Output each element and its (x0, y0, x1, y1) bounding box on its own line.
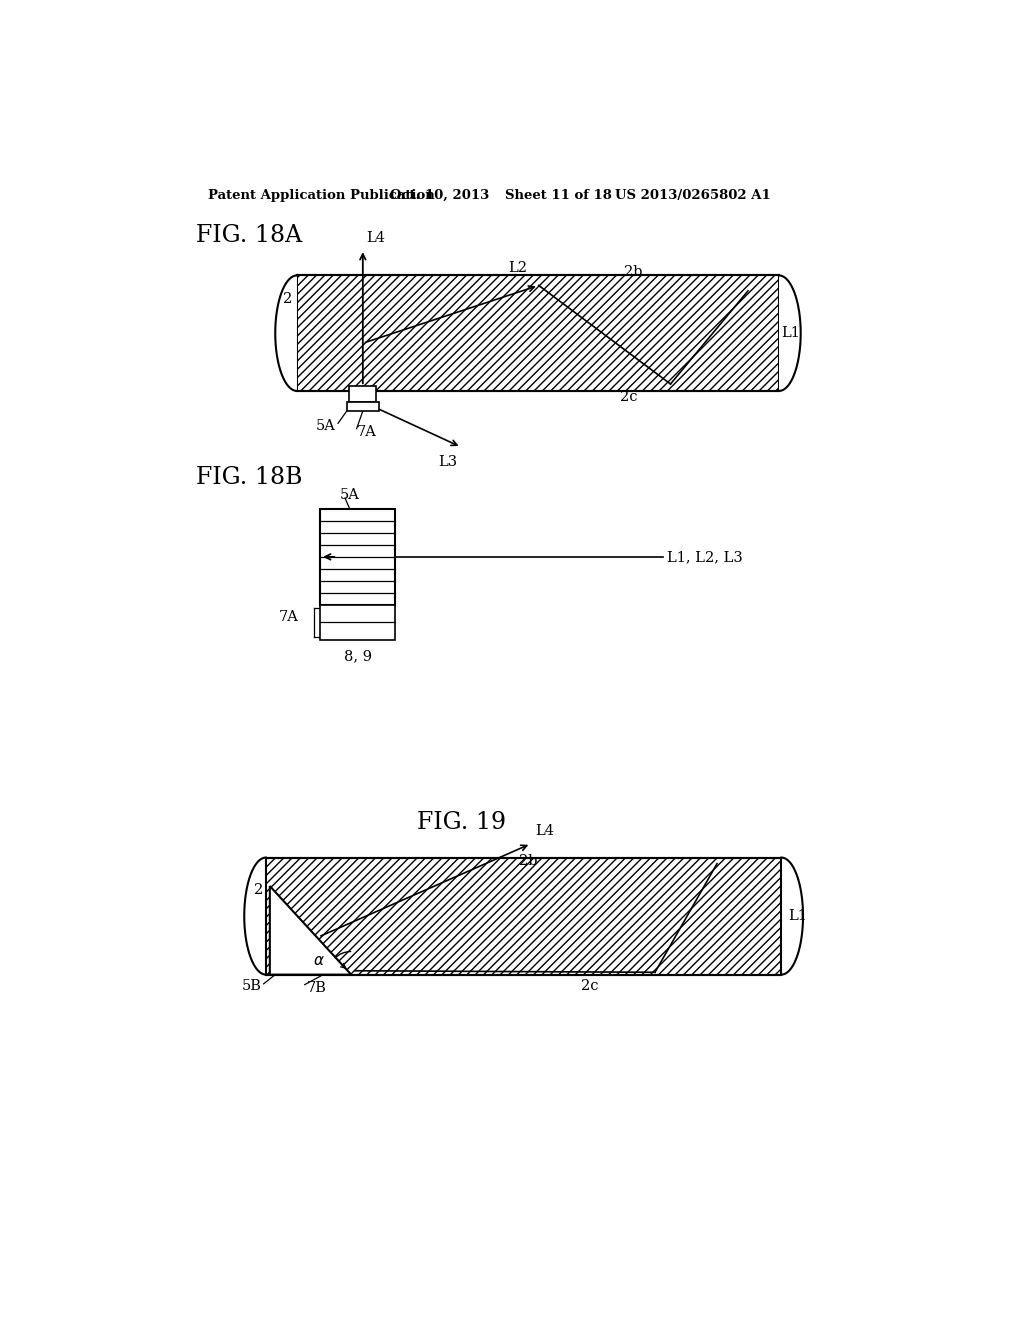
Text: FIG. 18A: FIG. 18A (197, 224, 302, 247)
Text: 5A: 5A (315, 420, 336, 433)
Text: 8, 9: 8, 9 (344, 649, 372, 664)
Text: US 2013/0265802 A1: US 2013/0265802 A1 (614, 189, 770, 202)
Text: 7B: 7B (306, 982, 326, 995)
Text: Sheet 11 of 18: Sheet 11 of 18 (506, 189, 612, 202)
Text: L4: L4 (535, 824, 554, 838)
Text: 2b: 2b (624, 265, 642, 280)
Bar (297, 276, 779, 391)
Bar (321, 605, 395, 640)
Text: 7A: 7A (356, 425, 377, 438)
Text: Oct. 10, 2013: Oct. 10, 2013 (390, 189, 489, 202)
Text: 2c: 2c (582, 979, 599, 993)
Text: 5A: 5A (340, 488, 359, 502)
Text: L1: L1 (781, 326, 800, 341)
Text: FIG. 18B: FIG. 18B (197, 466, 303, 490)
Text: Patent Application Publication: Patent Application Publication (208, 189, 434, 202)
Bar (266, 858, 781, 974)
Text: 2b: 2b (519, 854, 538, 867)
Polygon shape (275, 276, 297, 391)
Bar (321, 508, 395, 605)
Text: L2: L2 (508, 261, 526, 276)
Text: 2: 2 (283, 292, 292, 306)
Text: L1, L2, L3: L1, L2, L3 (667, 550, 742, 564)
Text: FIG. 19: FIG. 19 (417, 810, 506, 834)
Bar (349, 387, 377, 401)
Text: 7A: 7A (279, 610, 299, 623)
Text: 2: 2 (254, 883, 263, 896)
Polygon shape (270, 886, 351, 974)
Polygon shape (779, 276, 801, 391)
Text: L1: L1 (788, 909, 807, 923)
Text: 5B: 5B (242, 979, 261, 993)
Text: 2c: 2c (621, 391, 638, 404)
Text: $\alpha$: $\alpha$ (312, 954, 325, 968)
Text: L4: L4 (366, 231, 385, 244)
Bar (347, 401, 379, 411)
Text: L3: L3 (438, 455, 457, 469)
